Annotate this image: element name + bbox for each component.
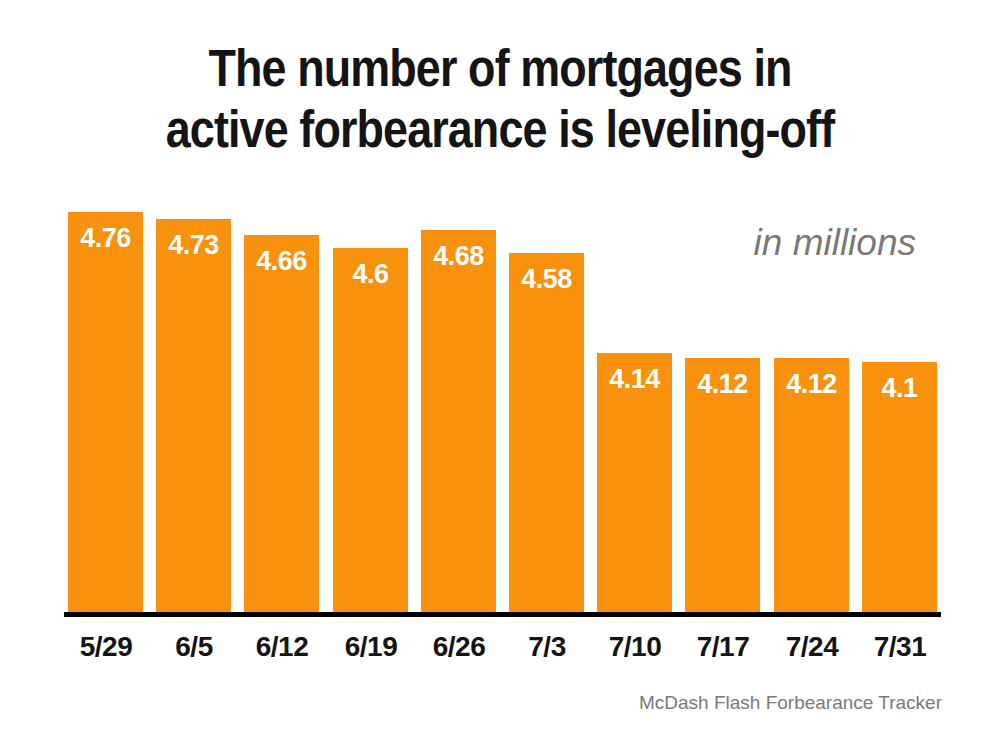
x-axis-label-7-24: 7/24 [768, 631, 856, 663]
x-axis-label-6-5: 6/5 [150, 631, 238, 663]
bar-7-17: 4.12 [685, 358, 760, 613]
x-axis-label-6-19: 6/19 [327, 631, 415, 663]
x-axis-label-7-31: 7/31 [856, 631, 944, 663]
bar-7-3: 4.58 [509, 253, 584, 613]
bar-value-label: 4.68 [421, 241, 496, 272]
x-axis-label-6-12: 6/12 [238, 631, 326, 663]
plot-area: 4.76 5/29 4.73 6/5 4.66 6/12 4.6 6/19 4.68 6/26 4.… [0, 0, 1000, 750]
x-axis-label-7-10: 7/10 [591, 631, 679, 663]
bar-value-label: 4.76 [68, 223, 143, 254]
bar-value-label: 4.1 [862, 373, 937, 404]
bar-6-12: 4.66 [244, 235, 319, 613]
bar-5-29: 4.76 [68, 212, 143, 613]
x-axis-label-7-17: 7/17 [679, 631, 767, 663]
x-axis-label-7-3: 7/3 [503, 631, 591, 663]
bar-6-19: 4.6 [333, 248, 408, 613]
x-axis-line [64, 612, 941, 617]
x-axis-label-5-29: 5/29 [62, 631, 150, 663]
source-credit: McDash Flash Forbearance Tracker [639, 692, 942, 714]
bar-value-label: 4.58 [509, 264, 584, 295]
bar-6-26: 4.68 [421, 230, 496, 613]
bar-value-label: 4.66 [244, 246, 319, 277]
bar-7-24: 4.12 [774, 358, 849, 613]
bar-value-label: 4.14 [597, 364, 672, 395]
bar-7-10: 4.14 [597, 353, 672, 613]
bar-value-label: 4.12 [774, 369, 849, 400]
x-axis-label-6-26: 6/26 [415, 631, 503, 663]
bar-7-31: 4.1 [862, 362, 937, 613]
chart-slide: The number of mortgages in active forbea… [0, 0, 1000, 750]
bar-value-label: 4.6 [333, 259, 408, 290]
bar-value-label: 4.73 [156, 230, 231, 261]
bar-value-label: 4.12 [685, 369, 760, 400]
bar-6-5: 4.73 [156, 219, 231, 613]
